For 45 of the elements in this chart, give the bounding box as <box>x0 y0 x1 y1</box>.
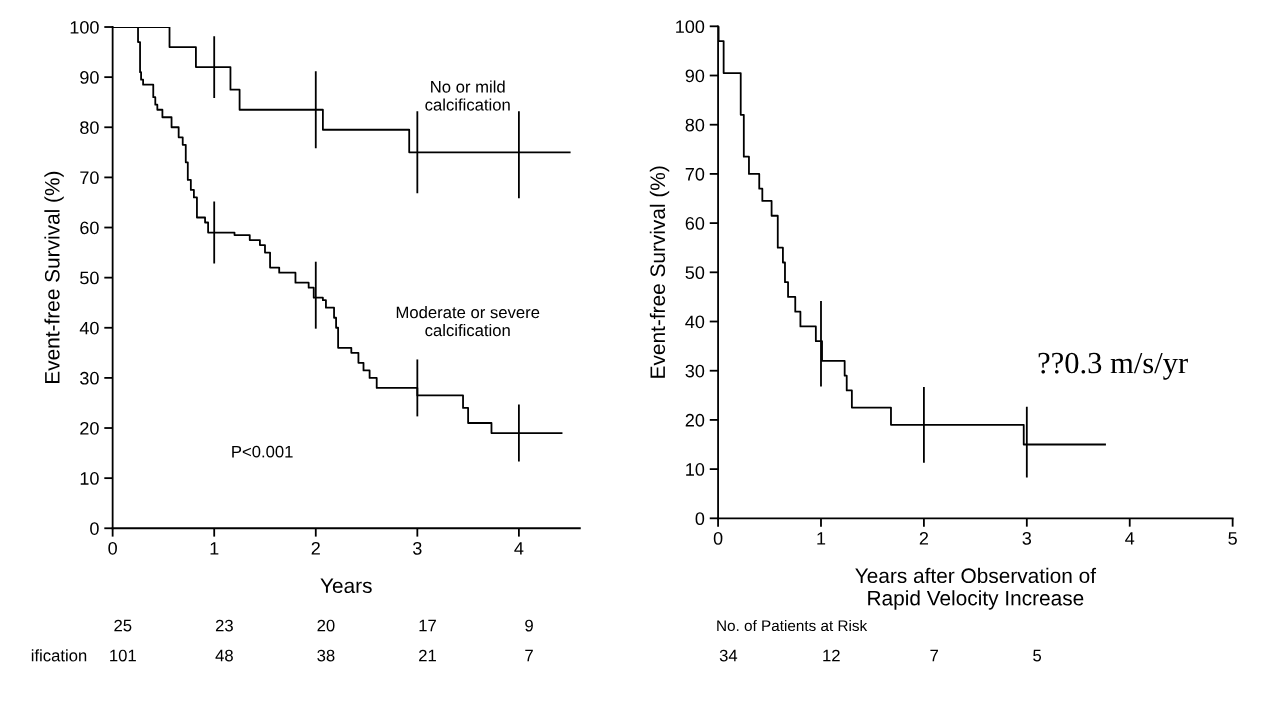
y-tick-label: 40 <box>685 315 705 329</box>
y-tick-label: 70 <box>685 167 705 181</box>
y-tick-label: 30 <box>685 364 705 378</box>
y-tick-label: 60 <box>80 221 99 235</box>
x-tick-label: 0 <box>108 541 117 555</box>
annotation: P<0.001 <box>232 445 293 458</box>
text: 34 12 7 5 <box>719 649 1042 662</box>
x-axis-title: Years after Observation of Rapid Velocity Increase <box>855 567 1097 610</box>
y-tick-label: 10 <box>686 463 705 476</box>
y-tick-label: 60 <box>685 217 705 230</box>
x-tick-label: 5 <box>1228 532 1237 545</box>
x-tick-label: 2 <box>919 531 929 545</box>
x-tick-label: 4 <box>514 542 524 555</box>
x-axis-title: Years <box>320 578 372 594</box>
x-tick-label: 0 <box>713 531 723 545</box>
x-tick-label: 3 <box>413 541 422 555</box>
y-axis-title: Event-free Survival (%) <box>44 171 64 384</box>
x-tick-label: 1 <box>210 542 219 555</box>
y-tick-label: 50 <box>685 266 705 280</box>
y-tick-label: 70 <box>80 171 99 185</box>
y-tick-label: 10 <box>80 472 99 485</box>
x-tick-label: 1 <box>817 532 826 545</box>
y-tick-label: 20 <box>80 421 99 435</box>
y-tick-label: 90 <box>685 69 705 83</box>
y-tick-label: 0 <box>695 512 705 526</box>
x-tick-label: 2 <box>311 541 320 555</box>
x-tick-label: 3 <box>1022 531 1032 545</box>
y-tick-label: 30 <box>80 371 99 385</box>
y-tick-label: 100 <box>676 20 705 34</box>
x-tick-label: 4 <box>1125 532 1135 545</box>
text: No. of Patients at Risk <box>717 619 868 632</box>
annotation: ??0.3 m/s/yr <box>1038 352 1188 380</box>
y-tick-label: 20 <box>685 413 705 427</box>
text: ification 101 48 38 21 7 <box>31 649 533 662</box>
y-tick-label: 90 <box>80 71 99 84</box>
y-axis-title: Event-free Survival (%) <box>649 166 670 378</box>
annotation: No or mild calcification <box>425 80 510 111</box>
y-tick-label: 100 <box>70 20 99 34</box>
y-tick-label: 80 <box>80 121 99 134</box>
y-tick-label: 50 <box>80 271 99 285</box>
annotation: Moderate or severe calcification <box>396 306 540 337</box>
text: 25 23 20 17 9 <box>114 619 533 632</box>
y-tick-label: 0 <box>90 522 99 535</box>
y-tick-label: 80 <box>685 118 705 132</box>
y-tick-label: 40 <box>79 321 99 335</box>
